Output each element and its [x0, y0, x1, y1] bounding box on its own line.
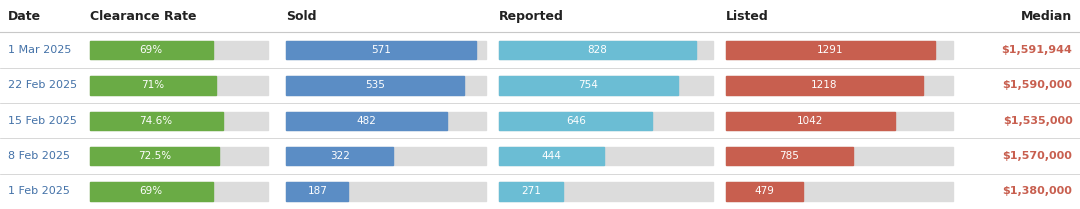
Bar [286, 182, 486, 200]
Text: 69%: 69% [139, 186, 163, 196]
Bar [286, 112, 486, 130]
Text: Reported: Reported [499, 10, 564, 23]
Bar [726, 147, 853, 165]
Text: 754: 754 [579, 80, 598, 90]
Bar [499, 182, 564, 200]
Text: 1 Feb 2025: 1 Feb 2025 [8, 186, 69, 196]
Bar [286, 41, 486, 59]
Text: 646: 646 [566, 116, 585, 126]
Bar [499, 41, 713, 59]
Text: 1291: 1291 [818, 45, 843, 55]
Bar [90, 41, 213, 59]
Text: $1,570,000: $1,570,000 [1002, 151, 1072, 161]
Text: 1042: 1042 [797, 116, 823, 126]
Bar [499, 147, 713, 165]
Bar [726, 147, 953, 165]
Bar [90, 182, 213, 200]
Text: Sold: Sold [286, 10, 316, 23]
Text: 8 Feb 2025: 8 Feb 2025 [8, 151, 69, 161]
Bar [286, 41, 476, 59]
Text: $1,591,944: $1,591,944 [1001, 45, 1072, 55]
Bar [286, 76, 486, 94]
Text: 187: 187 [308, 186, 327, 196]
Bar [90, 76, 216, 94]
Text: Clearance Rate: Clearance Rate [90, 10, 197, 23]
Bar [499, 147, 605, 165]
Text: 828: 828 [588, 45, 607, 55]
Text: 535: 535 [365, 80, 386, 90]
Text: $1,380,000: $1,380,000 [1002, 186, 1072, 196]
Bar [90, 41, 268, 59]
Bar [286, 147, 393, 165]
Bar [499, 41, 696, 59]
Text: 15 Feb 2025: 15 Feb 2025 [8, 116, 77, 126]
Text: Date: Date [8, 10, 41, 23]
Bar [90, 147, 219, 165]
Bar [286, 112, 447, 130]
Text: 1218: 1218 [811, 80, 838, 90]
Text: 482: 482 [356, 116, 377, 126]
Text: 271: 271 [522, 186, 541, 196]
Bar [90, 112, 222, 130]
Text: 71%: 71% [141, 80, 164, 90]
Bar [499, 76, 678, 94]
Bar [499, 182, 713, 200]
Text: 785: 785 [780, 151, 799, 161]
Bar [726, 76, 923, 94]
Text: 1 Mar 2025: 1 Mar 2025 [8, 45, 71, 55]
Bar [90, 147, 268, 165]
Text: 479: 479 [755, 186, 774, 196]
Bar [726, 76, 953, 94]
Bar [726, 112, 894, 130]
Text: $1,590,000: $1,590,000 [1002, 80, 1072, 90]
Bar [286, 182, 349, 200]
Bar [726, 182, 953, 200]
Text: Listed: Listed [726, 10, 769, 23]
Bar [726, 182, 804, 200]
Text: Median: Median [1022, 10, 1072, 23]
Bar [286, 147, 486, 165]
Text: 72.5%: 72.5% [137, 151, 171, 161]
Bar [90, 76, 268, 94]
Bar [499, 112, 652, 130]
Text: 74.6%: 74.6% [139, 116, 173, 126]
Text: 322: 322 [329, 151, 350, 161]
Bar [499, 112, 713, 130]
Bar [726, 112, 953, 130]
Bar [726, 41, 953, 59]
Text: 444: 444 [542, 151, 562, 161]
Bar [90, 112, 268, 130]
Text: 571: 571 [372, 45, 391, 55]
Bar [90, 182, 268, 200]
Bar [726, 41, 935, 59]
Bar [286, 76, 464, 94]
Text: 22 Feb 2025: 22 Feb 2025 [8, 80, 77, 90]
Text: 69%: 69% [139, 45, 163, 55]
Bar [499, 76, 713, 94]
Text: $1,535,000: $1,535,000 [1002, 116, 1072, 126]
